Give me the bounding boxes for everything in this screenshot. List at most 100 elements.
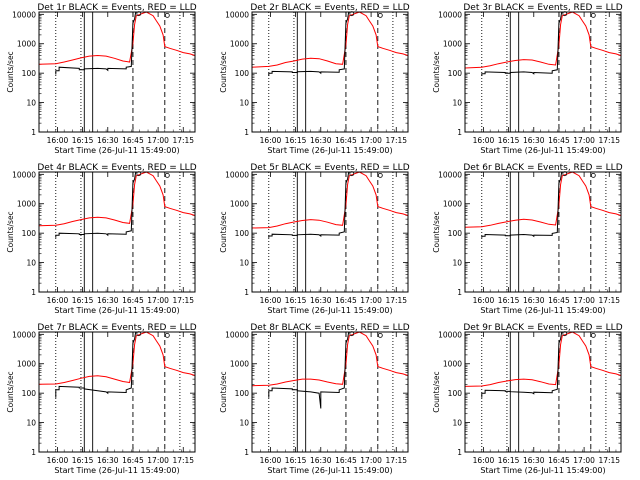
y-tick-label: 100	[22, 389, 37, 398]
y-axis-label: Counts/sec	[219, 371, 228, 412]
events-series-line	[55, 332, 137, 398]
x-tick-label: 16:15	[285, 296, 307, 305]
x-tick-label: 17:00	[573, 136, 595, 145]
y-tick-label: 10000	[438, 170, 462, 179]
y-tick-label: 1000	[230, 40, 249, 49]
x-axis-label: Start Time (26-Jul-11 15:49:00)	[54, 466, 179, 475]
y-tick-label: 10000	[12, 170, 36, 179]
y-tick-label: 10	[26, 259, 36, 268]
panel-8: Det 8r BLACK = Events, RED = LLD 1 10 100 10…	[219, 323, 410, 475]
x-tick-label: 17:15	[385, 136, 407, 145]
x-tick-label: 17:00	[360, 456, 382, 465]
x-tick-label: 16:45	[335, 456, 357, 465]
x-tick-label: 17:15	[598, 296, 620, 305]
x-tick-label: 16:00	[47, 136, 69, 145]
x-tick-label: 16:45	[122, 136, 144, 145]
y-tick-label: 1	[457, 288, 462, 297]
x-tick-label: 16:15	[498, 456, 520, 465]
plot-frame	[251, 331, 409, 453]
x-tick-label: 16:00	[260, 136, 282, 145]
panel-2: Det 2r BLACK = Events, RED = LLD 1 10 100 10…	[219, 3, 410, 155]
y-tick-label: 10000	[225, 330, 249, 339]
x-tick-label: 16:45	[548, 296, 570, 305]
y-tick-label: 1000	[17, 40, 36, 49]
x-tick-label: 16:30	[523, 296, 545, 305]
y-tick-label: 1000	[230, 200, 249, 209]
x-tick-label: 16:15	[498, 136, 520, 145]
panel-title: Det 7r BLACK = Events, RED = LLD	[37, 323, 196, 333]
x-axis-label: Start Time (26-Jul-11 15:49:00)	[54, 306, 179, 315]
y-tick-label: 10000	[225, 10, 249, 19]
panel-title: Det 4r BLACK = Events, RED = LLD	[37, 163, 196, 173]
x-tick-label: 16:30	[310, 296, 332, 305]
marker-point	[377, 12, 383, 18]
events-series-line	[268, 332, 350, 409]
panel-5: Det 5r BLACK = Events, RED = LLD 1 10 100 10…	[219, 163, 410, 315]
marker-point	[377, 172, 383, 178]
x-tick-label: 16:45	[122, 456, 144, 465]
events-series-line	[268, 172, 350, 238]
x-axis-label: Start Time (26-Jul-11 15:49:00)	[267, 306, 392, 315]
marker-point	[590, 332, 596, 338]
y-tick-label: 10	[26, 99, 36, 108]
x-tick-label: 16:30	[97, 136, 119, 145]
panel-title: Det 3r BLACK = Events, RED = LLD	[463, 3, 622, 13]
lld-series-line	[252, 332, 408, 387]
y-tick-label: 10	[239, 99, 249, 108]
x-axis-label: Start Time (26-Jul-11 15:49:00)	[480, 466, 605, 475]
x-tick-label: 16:00	[260, 456, 282, 465]
marker-point	[164, 172, 170, 178]
x-tick-label: 17:00	[147, 296, 169, 305]
lld-series-line	[39, 12, 195, 65]
x-tick-label: 17:00	[147, 456, 169, 465]
x-tick-label: 17:15	[385, 456, 407, 465]
panel-title: Det 5r BLACK = Events, RED = LLD	[250, 163, 409, 173]
x-axis-label: Start Time (26-Jul-11 15:49:00)	[480, 146, 605, 155]
y-tick-label: 10	[26, 419, 36, 428]
x-tick-label: 16:00	[47, 296, 69, 305]
y-axis-label: Counts/sec	[219, 211, 228, 252]
y-tick-label: 1	[457, 448, 462, 457]
x-tick-label: 17:15	[172, 136, 194, 145]
panel-7: Det 7r BLACK = Events, RED = LLD 1 10 100 10…	[6, 323, 197, 475]
events-series-line	[268, 12, 350, 76]
x-tick-label: 16:30	[523, 136, 545, 145]
panel-1: Det 1r BLACK = Events, RED = LLD 1 10 100 10…	[6, 3, 197, 155]
x-axis-label: Start Time (26-Jul-11 15:49:00)	[480, 306, 605, 315]
x-tick-label: 16:15	[72, 136, 94, 145]
y-tick-label: 10	[452, 259, 462, 268]
plot-frame	[464, 11, 622, 133]
y-tick-label: 100	[235, 69, 250, 78]
y-tick-label: 1	[31, 128, 36, 137]
events-series-line	[55, 12, 137, 75]
plot-frame	[464, 331, 622, 453]
y-tick-label: 1000	[443, 200, 462, 209]
x-tick-label: 16:30	[97, 456, 119, 465]
marker-point	[164, 332, 170, 338]
plot-frame	[38, 11, 196, 133]
y-tick-label: 1	[31, 288, 36, 297]
y-tick-label: 1000	[443, 40, 462, 49]
y-tick-label: 100	[448, 229, 463, 238]
x-tick-label: 16:00	[473, 456, 495, 465]
x-tick-label: 17:00	[360, 296, 382, 305]
x-axis-label: Start Time (26-Jul-11 15:49:00)	[267, 146, 392, 155]
y-tick-label: 10	[239, 259, 249, 268]
y-tick-label: 10000	[12, 10, 36, 19]
x-tick-label: 16:00	[47, 456, 69, 465]
panel-title: Det 1r BLACK = Events, RED = LLD	[37, 3, 196, 13]
x-tick-label: 17:00	[360, 136, 382, 145]
y-tick-label: 10000	[12, 330, 36, 339]
x-tick-label: 16:30	[310, 456, 332, 465]
marker-point	[590, 172, 596, 178]
panel-title: Det 2r BLACK = Events, RED = LLD	[250, 3, 409, 13]
lld-series-line	[465, 12, 621, 69]
panel-title: Det 9r BLACK = Events, RED = LLD	[463, 323, 622, 333]
y-tick-label: 10	[239, 419, 249, 428]
y-axis-label: Counts/sec	[432, 51, 441, 92]
y-tick-label: 100	[235, 229, 250, 238]
y-tick-label: 1	[244, 128, 249, 137]
plot-frame	[251, 171, 409, 293]
lld-series-line	[39, 172, 195, 227]
y-axis-label: Counts/sec	[6, 51, 15, 92]
